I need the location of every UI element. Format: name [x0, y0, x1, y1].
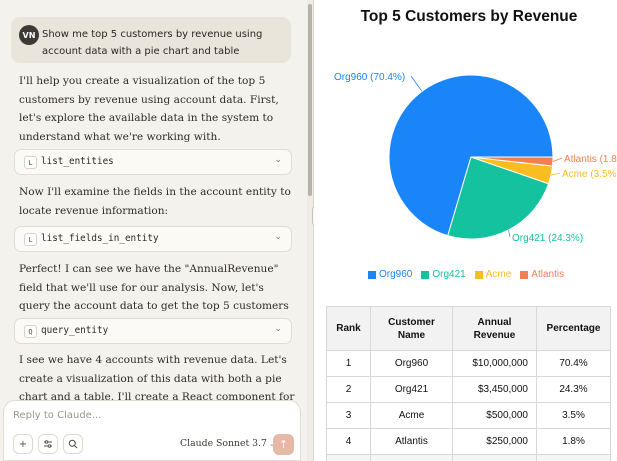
chat-scrollbar-track[interactable] [307, 0, 313, 461]
model-label: Claude Sonnet 3.7 [180, 438, 267, 449]
tool-call-label: query_entity [41, 325, 109, 336]
pie-leader-line [552, 157, 563, 162]
pie-leader-line [550, 172, 561, 176]
cell-rank: 2 [326, 376, 371, 403]
reply-input[interactable] [13, 410, 283, 421]
cell-revenue: $500,000 [452, 402, 537, 429]
legend-swatch [520, 270, 529, 279]
search-icon[interactable] [63, 434, 83, 454]
pane-divider [313, 0, 314, 461]
cell-rank: 3 [326, 402, 371, 429]
chevron-down-icon[interactable]: ⌄ [274, 324, 282, 334]
tool-call-query-entity[interactable]: Q query_entity ⌄ [14, 318, 292, 344]
sliders-icon[interactable] [38, 434, 58, 454]
cell-percentage: 24.3% [536, 376, 611, 403]
cell-revenue: $3,450,000 [452, 376, 537, 403]
customers-table: Rank Customer Name Annual Revenue Percen… [326, 306, 611, 461]
chart-legend: Org960 Org421 Acme Atlantis [368, 269, 564, 280]
legend-item-acme[interactable]: Acme [474, 269, 512, 280]
tool-call-list-entities[interactable]: L list_entities ⌄ [14, 149, 292, 175]
user-message-text: Show me top 5 customers by revenue using… [42, 29, 263, 57]
cell-percentage: 70.4% [536, 350, 611, 377]
column-header-percentage: Percentage [536, 306, 611, 351]
table-row: 3 Acme $500,000 3.5% [326, 402, 611, 429]
plus-icon[interactable]: + [13, 434, 33, 454]
legend-item-atlantis[interactable]: Atlantis [520, 269, 564, 280]
table-row: 4 Atlantis $250,000 1.8% [326, 428, 611, 455]
pie-label: Acme (3.5%) [562, 169, 617, 180]
chevron-down-icon: ⌄ [268, 440, 275, 448]
chat-panel: VN Show me top 5 customers by revenue us… [3, 17, 301, 461]
pie-chart: Org960 (70.4%) Org421 (24.3%) Acme (3.5%) A… [334, 72, 617, 244]
pie-label: Atlantis (1.8%) [564, 154, 617, 165]
tool-call-list-fields[interactable]: L list_fields_in_entity ⌄ [14, 226, 292, 252]
cell-percentage: 3.5% [536, 402, 611, 429]
cell-customer: Atlantis [370, 428, 453, 455]
model-selector[interactable]: Claude Sonnet 3.7 ⌄ [180, 438, 275, 449]
tool-call-label: list_fields_in_entity [41, 233, 159, 244]
message-composer: + Claude Sonnet 3.7⌄ ↑ [3, 400, 301, 461]
chevron-down-icon[interactable]: ⌄ [274, 232, 282, 242]
assistant-paragraph: Now I'll examine the fields in the accou… [19, 186, 291, 217]
cell-revenue: $10,000,000 [452, 350, 537, 377]
chevron-down-icon[interactable]: ⌄ [274, 155, 282, 165]
column-header-rank: Rank [326, 306, 371, 351]
cell-rank: 1 [326, 350, 371, 377]
tool-icon: Q [24, 325, 37, 338]
table-row: 1 Org960 $10,000,000 70.4% [326, 350, 611, 377]
column-header-customer-name: Customer Name [370, 306, 453, 351]
pie-slice-org960[interactable] [388, 74, 554, 237]
legend-swatch [368, 270, 376, 279]
cell-customer: Org960 [370, 350, 453, 377]
arrow-up-icon: ↑ [278, 438, 289, 451]
legend-item-org960[interactable]: Org960 [368, 269, 412, 280]
table-row [326, 454, 611, 461]
legend-label: Org421 [432, 269, 466, 280]
pie-leader-line [410, 75, 423, 92]
table-row: 2 Org421 $3,450,000 24.3% [326, 376, 611, 403]
assistant-paragraph: I'll help you create a visualization of … [19, 75, 279, 143]
pie-slice-org421[interactable] [447, 156, 550, 240]
cell-rank: 4 [326, 428, 371, 455]
legend-label: Acme [485, 269, 512, 280]
legend-label: Atlantis [531, 269, 565, 280]
cell-percentage: 1.8% [536, 428, 611, 455]
table-header-row: Rank Customer Name Annual Revenue Percen… [326, 306, 611, 351]
tool-icon: L [24, 156, 37, 169]
tool-icon: L [24, 233, 37, 246]
cell-customer: Org421 [370, 376, 453, 403]
pie-label: Org421 (24.3%) [512, 233, 583, 244]
column-header-annual-revenue: Annual Revenue [452, 306, 537, 351]
send-button[interactable]: ↑ [273, 434, 294, 455]
user-avatar: VN [19, 25, 39, 45]
cell-customer: Acme [370, 402, 453, 429]
chat-scrollbar-thumb[interactable] [308, 4, 312, 196]
legend-swatch [421, 270, 430, 279]
user-message-bubble: VN Show me top 5 customers by revenue us… [11, 17, 291, 63]
pie-leader-line [508, 229, 511, 238]
legend-swatch [474, 270, 483, 279]
artifact-panel: Top 5 Customers by Revenue Org960 (70.4%… [314, 0, 617, 461]
legend-label: Org960 [379, 269, 413, 280]
chart-title: Top 5 Customers by Revenue [360, 8, 578, 25]
legend-item-org421[interactable]: Org421 [421, 269, 466, 280]
pie-label: Org960 (70.4%) [334, 72, 405, 83]
cell-revenue: $250,000 [452, 428, 537, 455]
tool-call-label: list_entities [41, 156, 114, 167]
